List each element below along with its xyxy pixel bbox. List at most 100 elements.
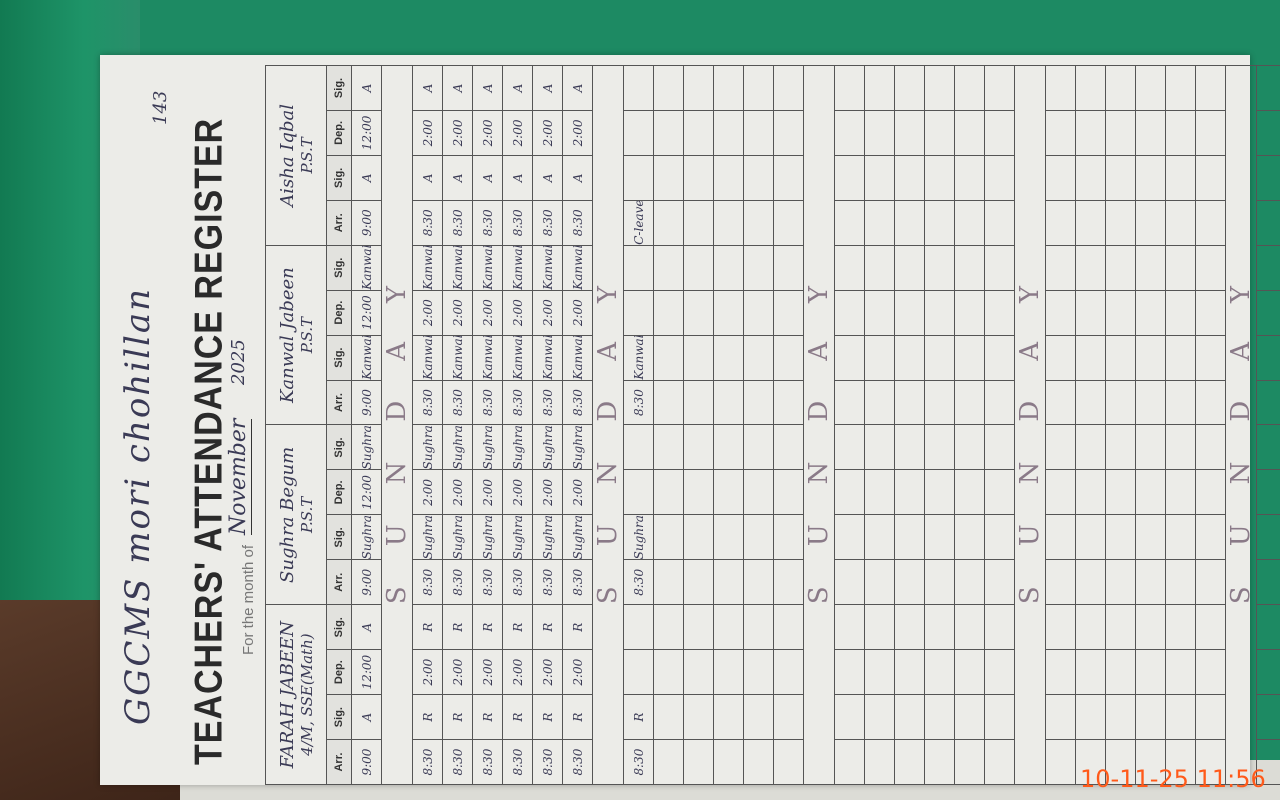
attendance-cell — [1135, 649, 1166, 695]
attendance-cell — [864, 110, 895, 156]
attendance-cell — [683, 335, 714, 381]
attendance-cell: A — [472, 65, 503, 111]
attendance-cell: Sughra — [351, 514, 382, 560]
attendance-cell: R — [562, 694, 593, 740]
attendance-cell — [773, 155, 804, 201]
attendance-cell — [713, 65, 744, 111]
attendance-cell — [894, 604, 925, 650]
attendance-cell — [773, 290, 804, 336]
attendance-cell — [1135, 155, 1166, 201]
attendance-cell — [1165, 155, 1196, 201]
attendance-cell — [894, 649, 925, 695]
day-row: 8:30 R 2:00 R 8:30 Sughra 2:00 Sughra 8:30 Kanwal… — [562, 65, 593, 785]
attendance-cell: 2:00 — [502, 649, 533, 695]
attendance-cell: A — [472, 155, 503, 201]
attendance-cell — [743, 559, 774, 605]
attendance-cell — [1165, 604, 1196, 650]
attendance-cell: 2:00 — [562, 110, 593, 156]
attendance-cell — [1105, 290, 1136, 336]
attendance-cell — [1075, 65, 1106, 111]
attendance-cell: Kanwal — [532, 335, 563, 381]
day-row — [653, 65, 684, 785]
attendance-cell — [743, 335, 774, 381]
attendance-cell — [743, 200, 774, 246]
attendance-cell: Kanwal — [412, 335, 443, 381]
attendance-cell — [1105, 559, 1136, 605]
attendance-cell — [1195, 335, 1226, 381]
column-header: Sig. — [326, 65, 352, 111]
attendance-cell — [954, 380, 985, 425]
attendance-cell — [834, 335, 865, 381]
attendance-cell — [954, 694, 985, 740]
teacher-name-row: FARAH JABEEN 4/M, SSE(Math) Sughra Begum P.… — [265, 65, 327, 785]
attendance-cell — [894, 65, 925, 111]
attendance-cell: 2:00 — [502, 290, 533, 336]
column-header: Arr. — [326, 380, 352, 425]
attendance-cell — [924, 559, 955, 605]
attendance-cell: Kanwal — [412, 245, 443, 291]
attendance-cell — [683, 469, 714, 515]
attendance-cell — [1195, 425, 1226, 470]
attendance-cell — [713, 559, 744, 605]
attendance-cell — [864, 425, 895, 470]
attendance-cell — [713, 290, 744, 336]
attendance-cell — [1135, 559, 1166, 605]
attendance-cell — [894, 200, 925, 246]
attendance-cell — [653, 425, 684, 470]
column-header: Dep. — [326, 649, 352, 695]
attendance-cell — [954, 155, 985, 201]
attendance-cell: A — [442, 155, 473, 201]
attendance-cell — [834, 514, 865, 560]
attendance-cell — [683, 380, 714, 425]
attendance-cell — [954, 335, 985, 381]
attendance-cell — [1075, 649, 1106, 695]
attendance-cell — [623, 245, 654, 291]
attendance-cell: 2:00 — [412, 290, 443, 336]
attendance-cell — [1045, 559, 1076, 605]
attendance-cell: A — [502, 65, 533, 111]
attendance-cell — [1045, 110, 1076, 156]
attendance-cell — [653, 649, 684, 695]
attendance-cell — [1256, 649, 1280, 695]
attendance-cell: 2:00 — [412, 649, 443, 695]
column-header: Sig. — [326, 604, 352, 650]
attendance-cell — [864, 739, 895, 785]
attendance-cell — [683, 200, 714, 246]
attendance-cell: R — [442, 604, 473, 650]
day-row — [1105, 65, 1136, 785]
attendance-cell — [713, 425, 744, 470]
attendance-cell — [1165, 335, 1196, 381]
attendance-cell — [1165, 380, 1196, 425]
attendance-cell: R — [412, 604, 443, 650]
column-header: Arr. — [326, 559, 352, 605]
attendance-cell — [984, 65, 1015, 111]
sunday-mark: SUNDAY — [592, 65, 624, 785]
attendance-cell — [623, 425, 654, 470]
attendance-cell — [1165, 245, 1196, 291]
attendance-cell: 8:30 — [532, 559, 563, 605]
day-row — [864, 65, 895, 785]
attendance-cell: 2:00 — [472, 110, 503, 156]
attendance-cell — [984, 110, 1015, 156]
attendance-cell: 8:30 — [532, 380, 563, 425]
attendance-cell — [864, 469, 895, 515]
column-header: Dep. — [326, 290, 352, 336]
attendance-cell — [1075, 110, 1106, 156]
day-row: SUNDAY — [1225, 65, 1257, 785]
teacher-name: Kanwal Jabeen — [276, 267, 298, 404]
attendance-cell: Kanwal — [472, 335, 503, 381]
attendance-cell — [984, 604, 1015, 650]
attendance-cell: A — [351, 155, 382, 201]
attendance-cell: 8:30 — [562, 380, 593, 425]
attendance-cell: A — [412, 65, 443, 111]
attendance-cell — [1075, 200, 1106, 246]
attendance-table: FARAH JABEEN 4/M, SSE(Math) Sughra Begum P.… — [265, 65, 1280, 785]
attendance-cell — [984, 694, 1015, 740]
attendance-cell — [1075, 694, 1106, 740]
attendance-cell: 8:30 — [412, 380, 443, 425]
attendance-cell — [1045, 290, 1076, 336]
attendance-cell — [623, 469, 654, 515]
attendance-cell: 8:30 — [532, 739, 563, 785]
attendance-cell — [713, 110, 744, 156]
attendance-cell — [773, 200, 804, 246]
